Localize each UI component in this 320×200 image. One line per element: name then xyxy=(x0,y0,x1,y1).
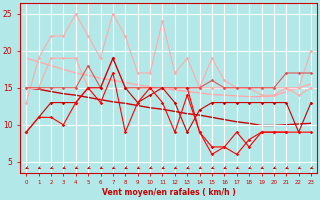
X-axis label: Vent moyen/en rafales ( km/h ): Vent moyen/en rafales ( km/h ) xyxy=(102,188,236,197)
